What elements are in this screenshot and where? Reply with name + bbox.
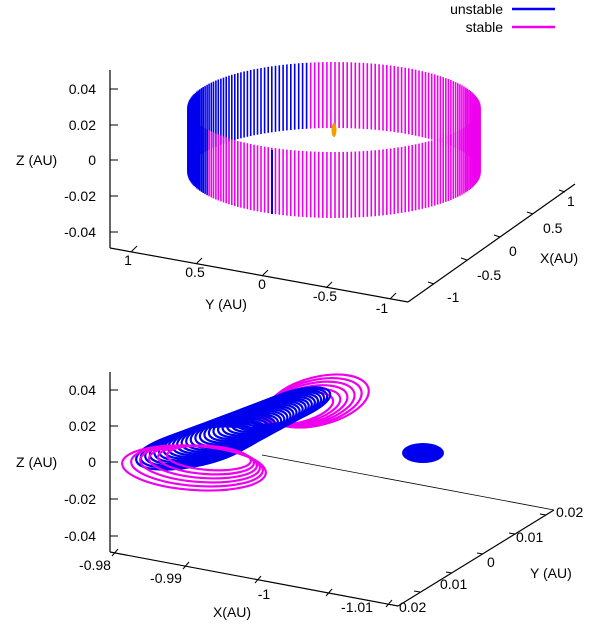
bottom-x-tick-label: -0.99 [150, 570, 182, 586]
top-ring-series [187, 62, 481, 218]
bottom-z-tick-label: -0.04 [64, 528, 96, 544]
bottom-y-axis-label: Y (AU) [530, 565, 572, 581]
bottom-y-tick [476, 552, 484, 555]
legend-label-stable: stable [466, 19, 504, 35]
top-x-tick [493, 234, 501, 238]
top-y-axis [109, 247, 409, 303]
bottom-y-tick [413, 590, 421, 593]
bottom-z-ticks [110, 389, 118, 537]
bottom-x-tick [111, 548, 119, 557]
top-x-tick-label: 1 [567, 193, 575, 209]
bottom-x-tick [254, 575, 262, 584]
top-y-tick-label: 0 [258, 276, 266, 292]
top-x-tick [427, 281, 435, 285]
bottom-y-tick-label: 0.02 [556, 504, 583, 520]
top-y-tick-label: -0.5 [313, 288, 337, 304]
top-y-axis-label: Y (AU) [205, 296, 247, 312]
top-z-tick-label: 0.02 [69, 117, 96, 133]
top-y-tick-label: 1 [124, 252, 132, 268]
top-x-tick [526, 211, 534, 215]
bottom-z-tick-label: -0.02 [64, 491, 96, 507]
legend: unstable stable [450, 1, 555, 35]
legend-label-unstable: unstable [450, 1, 503, 17]
bottom-y-ticks [413, 513, 547, 593]
bottom-x-tick [385, 599, 393, 608]
top-x-tick [558, 189, 566, 193]
top-z-tick-label: 0.04 [69, 81, 96, 97]
top-x-axis [407, 183, 576, 303]
bottom-y-axis [397, 509, 555, 607]
bottom-chart: 0.04 0.02 0 -0.02 -0.04 Z (AU) -0.98 -0.… [16, 372, 583, 620]
top-y-tick [325, 281, 333, 289]
bottom-y-tick-label: 0.01 [516, 529, 543, 545]
bottom-y-tick-label: 0.02 [399, 599, 426, 615]
top-center-marker [331, 123, 337, 137]
stable-loop [165, 444, 253, 472]
bottom-y-tick-label: 0 [487, 554, 495, 570]
top-z-tick-label: 0 [88, 152, 96, 168]
top-x-tick-label: -1 [447, 289, 460, 305]
top-y-ticks [130, 245, 397, 300]
top-chart: 0.04 0.02 0 -0.02 -0.04 Z (AU) 1 0.5 0 -… [16, 62, 578, 316]
bottom-y-tick [508, 532, 516, 535]
bottom-x-ticks [111, 548, 393, 608]
bottom-y-tick [445, 571, 453, 574]
top-z-axis-label: Z (AU) [16, 152, 57, 168]
bottom-x-tick-label: -0.98 [79, 557, 111, 573]
top-axes [109, 70, 576, 303]
top-y-tick-label: -1 [376, 300, 389, 316]
bottom-y-tick [539, 513, 547, 516]
unstable-loop [248, 386, 332, 426]
bottom-z-tick-label: 0.02 [69, 418, 96, 434]
bottom-x-tick-label: -1.01 [341, 599, 373, 615]
bottom-z-tick-label: 0.04 [69, 382, 96, 398]
bottom-x-tick-label: -1 [258, 586, 271, 602]
top-z-tick-label: -0.02 [64, 188, 96, 204]
bottom-x-axis [109, 551, 399, 607]
bottom-z-tick-label: 0 [88, 454, 96, 470]
bottom-loop-series [121, 373, 370, 492]
top-y-tick [130, 245, 138, 253]
bottom-x-tick [182, 561, 190, 570]
top-y-tick [261, 269, 269, 277]
top-z-ticks [110, 88, 118, 233]
bottom-z-axis-label: Z (AU) [16, 454, 57, 470]
top-x-tick-label: 0.5 [543, 220, 563, 236]
bottom-x-axis-label: X(AU) [213, 604, 251, 620]
bottom-blob [402, 443, 444, 463]
top-z-tick-label: -0.04 [64, 224, 96, 240]
top-x-tick-label: -0.5 [477, 267, 501, 283]
top-y-tick [195, 257, 203, 265]
top-x-tick-label: 0 [509, 243, 517, 259]
top-x-tick [460, 257, 468, 261]
top-x-ticks [427, 189, 566, 285]
bottom-x-tick [325, 588, 333, 597]
bottom-back-axis [261, 454, 555, 511]
top-y-tick-label: 0.5 [185, 264, 205, 280]
bottom-y-tick-label: 0.01 [440, 576, 467, 592]
top-y-tick [389, 292, 397, 300]
top-x-axis-label: X(AU) [540, 250, 578, 266]
